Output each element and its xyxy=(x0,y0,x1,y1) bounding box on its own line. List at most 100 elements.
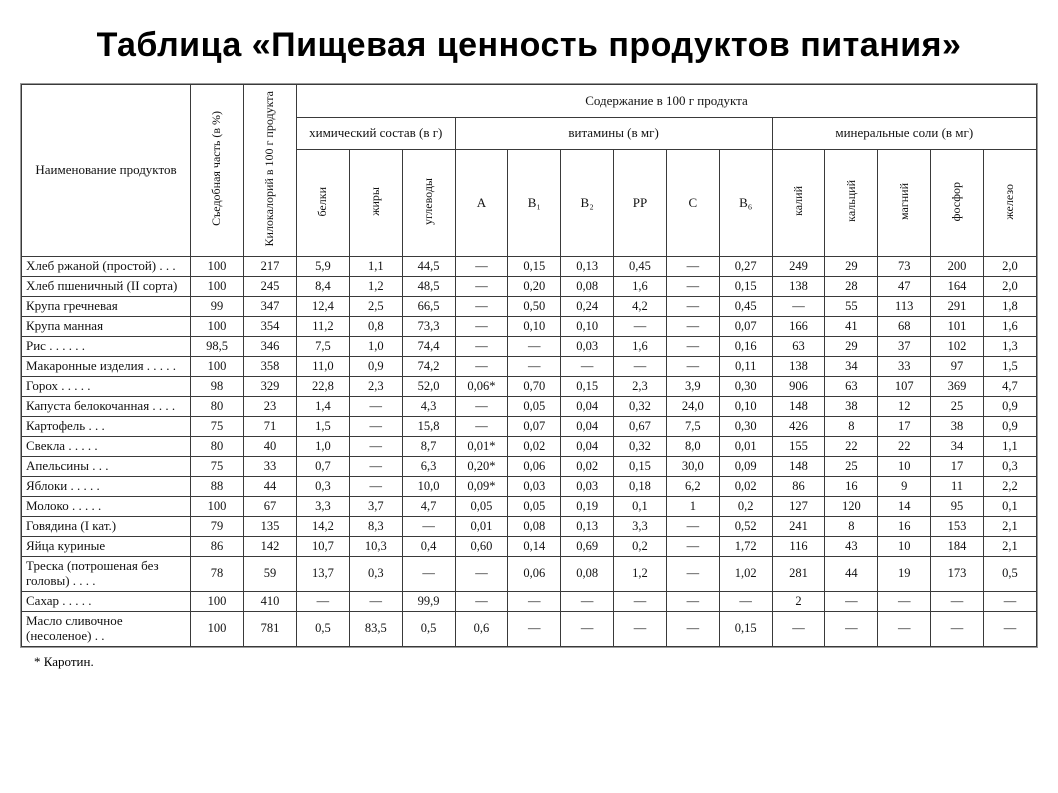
col-mg: магний xyxy=(878,150,931,257)
cell-value: 0,8 xyxy=(349,316,402,336)
cell-value: 48,5 xyxy=(402,276,455,296)
cell-value: 10 xyxy=(878,536,931,556)
cell-value: 426 xyxy=(772,416,825,436)
cell-value: 13,7 xyxy=(297,556,350,591)
cell-value: 107 xyxy=(878,376,931,396)
cell-value: 2,3 xyxy=(614,376,667,396)
cell-value: 0,45 xyxy=(614,256,667,276)
col-product: Наименование продуктов xyxy=(22,85,191,257)
cell-product-name: Рис . . . . . . xyxy=(22,336,191,356)
cell-value: 11 xyxy=(931,476,984,496)
table-scan-frame: Наименование продуктов Съедобная часть (… xyxy=(20,83,1038,648)
table-row: Сахар . . . . .100410——99,9——————2———— xyxy=(22,591,1037,611)
cell-value: 40 xyxy=(244,436,297,456)
cell-value: 33 xyxy=(244,456,297,476)
cell-product-name: Хлеб пшеничный (II сорта) xyxy=(22,276,191,296)
cell-value: — xyxy=(349,591,402,611)
col-b1: B₁ xyxy=(508,150,561,257)
cell-value: 906 xyxy=(772,376,825,396)
cell-value: 0,13 xyxy=(561,516,614,536)
cell-value: 0,20* xyxy=(455,456,508,476)
cell-value: 98,5 xyxy=(191,336,244,356)
cell-value: — xyxy=(983,591,1036,611)
cell-value: 0,15 xyxy=(508,256,561,276)
cell-value: — xyxy=(983,611,1036,646)
cell-value: 0,5 xyxy=(983,556,1036,591)
cell-value: 86 xyxy=(772,476,825,496)
cell-value: 245 xyxy=(244,276,297,296)
cell-value: 22,8 xyxy=(297,376,350,396)
cell-value: 33 xyxy=(878,356,931,376)
cell-value: 0,3 xyxy=(297,476,350,496)
col-chem-group: химический состав (в г) xyxy=(297,117,456,150)
cell-value: 120 xyxy=(825,496,878,516)
cell-value: — xyxy=(508,591,561,611)
footnote: * Каротин. xyxy=(20,648,1038,670)
cell-value: 1,2 xyxy=(614,556,667,591)
cell-value: 6,2 xyxy=(666,476,719,496)
cell-value: 0,10 xyxy=(719,396,772,416)
cell-value: 22 xyxy=(825,436,878,456)
col-edible: Съедобная часть (в %) xyxy=(191,85,244,257)
cell-value: 8,7 xyxy=(402,436,455,456)
cell-value: 10,0 xyxy=(402,476,455,496)
table-row: Апельсины . . .75330,7—6,30,20*0,060,020… xyxy=(22,456,1037,476)
cell-value: 0,52 xyxy=(719,516,772,536)
cell-value: 102 xyxy=(931,336,984,356)
cell-value: 0,06 xyxy=(508,456,561,476)
cell-value: — xyxy=(508,336,561,356)
cell-value: 0,2 xyxy=(614,536,667,556)
cell-value: 200 xyxy=(931,256,984,276)
cell-value: 2,3 xyxy=(349,376,402,396)
cell-value: — xyxy=(666,256,719,276)
col-minerals-group: минеральные соли (в мг) xyxy=(772,117,1036,150)
cell-value: 10 xyxy=(878,456,931,476)
cell-value: 23 xyxy=(244,396,297,416)
cell-value: 0,15 xyxy=(614,456,667,476)
cell-value: — xyxy=(402,556,455,591)
table-row: Треска (потрошеная без головы) . . . .78… xyxy=(22,556,1037,591)
cell-value: — xyxy=(349,456,402,476)
cell-product-name: Яблоки . . . . . xyxy=(22,476,191,496)
cell-value: 0,18 xyxy=(614,476,667,496)
cell-value: 4,2 xyxy=(614,296,667,316)
cell-value: 29 xyxy=(825,336,878,356)
cell-value: 0,6 xyxy=(455,611,508,646)
cell-value: 0,08 xyxy=(561,556,614,591)
cell-value: 0,09 xyxy=(719,456,772,476)
cell-value: 55 xyxy=(825,296,878,316)
col-b6: B₆ xyxy=(719,150,772,257)
cell-value: — xyxy=(455,396,508,416)
table-header: Наименование продуктов Съедобная часть (… xyxy=(22,85,1037,257)
cell-product-name: Говядина (I кат.) xyxy=(22,516,191,536)
cell-value: 116 xyxy=(772,536,825,556)
cell-value: — xyxy=(825,611,878,646)
cell-value: 0,67 xyxy=(614,416,667,436)
table-row: Картофель . . .75711,5—15,8—0,070,040,67… xyxy=(22,416,1037,436)
cell-value: — xyxy=(666,611,719,646)
col-vitamins-group: витамины (в мг) xyxy=(455,117,772,150)
cell-value: 127 xyxy=(772,496,825,516)
col-kcal: Килокалорий в 100 г продукта xyxy=(244,85,297,257)
page-title: Таблица «Пищевая ценность продуктов пита… xyxy=(20,26,1038,65)
cell-value: 75 xyxy=(191,416,244,436)
cell-value: — xyxy=(508,356,561,376)
cell-value: 354 xyxy=(244,316,297,336)
cell-value: 0,7 xyxy=(297,456,350,476)
cell-value: 0,32 xyxy=(614,396,667,416)
cell-value: 75 xyxy=(191,456,244,476)
cell-value: 2,0 xyxy=(983,256,1036,276)
cell-value: 291 xyxy=(931,296,984,316)
cell-value: — xyxy=(349,436,402,456)
cell-value: 241 xyxy=(772,516,825,536)
cell-value: 98 xyxy=(191,376,244,396)
cell-value: — xyxy=(614,591,667,611)
cell-value: 38 xyxy=(931,416,984,436)
cell-value: 38 xyxy=(825,396,878,416)
cell-value: 0,30 xyxy=(719,376,772,396)
cell-value: 0,4 xyxy=(402,536,455,556)
cell-value: 346 xyxy=(244,336,297,356)
cell-value: — xyxy=(666,556,719,591)
cell-value: 1,8 xyxy=(983,296,1036,316)
cell-value: — xyxy=(349,396,402,416)
